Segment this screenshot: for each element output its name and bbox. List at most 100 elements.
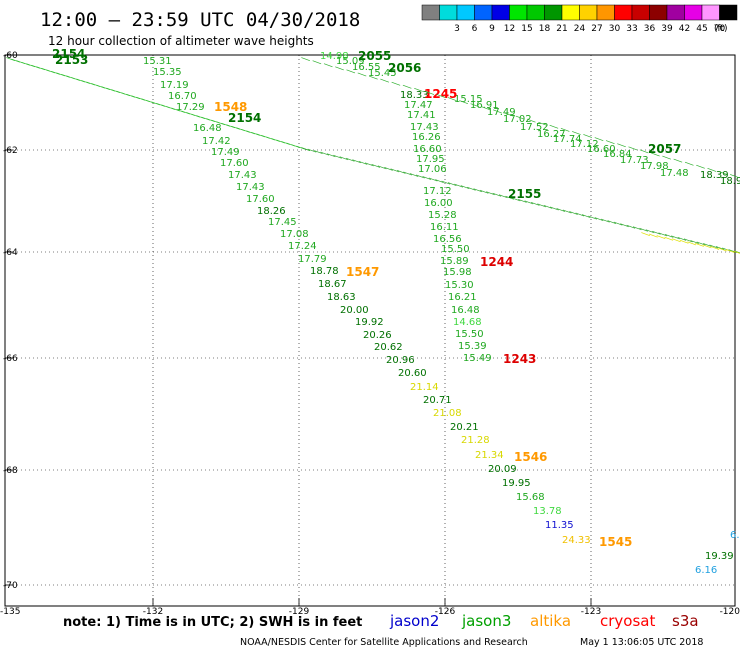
track-streak-point: — (355, 68, 368, 82)
track-streak-point: — (159, 100, 172, 114)
satellite-name: jason2 (389, 612, 439, 630)
pass-time-label: 2055 (358, 49, 391, 63)
track-streak-point: — (294, 141, 307, 155)
wave-height-point: 15.15 (454, 94, 483, 105)
legend-tick-label: 42 (679, 24, 690, 34)
track-streak-point: — (299, 142, 312, 156)
wave-height-point: 17.12 (570, 139, 599, 150)
wave-height-point: 20.71 (423, 395, 452, 406)
track-streak-point: — (318, 147, 331, 161)
wave-height-point: 16.11 (430, 222, 459, 233)
track-streak-point: — (713, 241, 726, 255)
track-streak-point: — (626, 142, 639, 156)
track-streak-point: — (708, 241, 721, 255)
track-streak-point: — (9, 54, 22, 68)
wave-height-point: 20.26 (363, 330, 392, 341)
wave-height-point: 17.29 (176, 102, 205, 113)
track-streak-point: — (395, 165, 408, 179)
track-streak-point: — (682, 234, 695, 248)
track-streak-point: — (194, 110, 207, 124)
track-streak-point: — (239, 124, 252, 138)
track-streak-point: — (214, 117, 227, 131)
legend-tick-label: 12 (504, 24, 515, 34)
track-streak-point: — (219, 118, 232, 132)
pass-time-label: 1546 (514, 450, 547, 464)
lat-tick-label: -60 (3, 51, 18, 61)
pass-time-label: 2056 (388, 61, 421, 75)
track-streak-point: — (720, 243, 733, 257)
track-streak-point: — (289, 139, 302, 153)
track-streak-point: — (367, 71, 380, 85)
lon-tick-label: -126 (435, 607, 456, 617)
legend-swatch (561, 4, 580, 21)
track-streak-point: — (154, 98, 167, 112)
track-streak-point: — (650, 226, 663, 240)
track-streak-point: — (586, 211, 599, 225)
track-streak-point: — (407, 168, 420, 182)
track-streak-point: — (669, 231, 682, 245)
wave-height-point: 17.42 (202, 136, 231, 147)
track-streak-point: — (310, 56, 323, 70)
track-streak-point: — (654, 231, 667, 245)
track-streak-point: — (615, 139, 628, 153)
track-streak-point: — (139, 94, 152, 108)
satellite-name: cryosat (600, 612, 655, 630)
legend-swatch (526, 4, 545, 21)
track-streak-point: — (592, 212, 605, 226)
wave-height-point: 6.16 (695, 565, 717, 576)
wave-height-point: 20.09 (488, 464, 517, 475)
wave-height-point: 14.68 (453, 317, 482, 328)
track-streak-point: — (457, 96, 470, 110)
track-streak-point: — (599, 214, 612, 228)
track-streak-point: — (249, 127, 262, 141)
wave-height-point: 20.62 (374, 342, 403, 353)
track-streak-point: — (279, 136, 292, 150)
wave-height-point: 6.1 (730, 530, 740, 541)
wave-height-point: 16.60 (587, 144, 616, 155)
wave-height-point: 16.56 (433, 234, 462, 245)
legend-tick-label: 36 (644, 24, 656, 34)
track-streak-point: — (109, 85, 122, 99)
footer-note: note: 1) Time is in UTC; 2) SWH is in fe… (63, 615, 362, 630)
pass-time-label: 2057 (648, 142, 681, 156)
track-streak-point: — (199, 112, 212, 126)
track-streak-point: — (229, 121, 242, 135)
track-streak-point: — (104, 83, 117, 97)
map-subtitle: 12 hour collection of altimeter wave hei… (48, 34, 314, 48)
track-streak-point: — (84, 77, 97, 91)
lat-tick-label: -70 (3, 581, 18, 591)
wave-height-point: 15.28 (428, 210, 457, 221)
track-streak-point: — (548, 202, 561, 216)
track-streak-point: — (547, 120, 560, 134)
track-streak-point: — (446, 92, 459, 106)
track-streak-point: — (497, 190, 510, 204)
track-streak-point: — (64, 71, 77, 85)
wave-height-point: 15.39 (458, 341, 487, 352)
track-streak-point: — (433, 174, 446, 188)
legend-swatch (684, 4, 703, 21)
track-streak-point: — (331, 150, 344, 164)
track-streak-point: — (274, 135, 287, 149)
wave-height-point: 16.70 (168, 91, 197, 102)
legend-swatch (614, 4, 633, 21)
lat-tick-label: -66 (3, 354, 18, 364)
track-streak-point: — (344, 65, 357, 79)
track-streak-point: — (581, 129, 594, 143)
track-streak-point: — (662, 229, 675, 243)
legend-swatch (439, 4, 458, 21)
track-streak-point: — (529, 197, 542, 211)
satellite-name: altika (530, 612, 571, 630)
wave-height-point: 17.12 (423, 186, 452, 197)
track-streak-point: — (254, 129, 267, 143)
wave-height-point: 17.43 (236, 182, 265, 193)
track-streak-point: — (618, 219, 631, 233)
wave-height-point: 20.96 (386, 355, 415, 366)
legend-swatch (649, 4, 668, 21)
track-streak-point: — (716, 243, 729, 257)
lon-tick-label: -135 (0, 607, 20, 617)
track-streak-point: — (244, 126, 257, 140)
color-legend: 3 6 9 12 15 18 21 24 27 30 33 36 39 42 45 70(ft) (421, 4, 738, 34)
track-streak-point: — (382, 162, 395, 176)
legend-swatch (509, 4, 528, 21)
